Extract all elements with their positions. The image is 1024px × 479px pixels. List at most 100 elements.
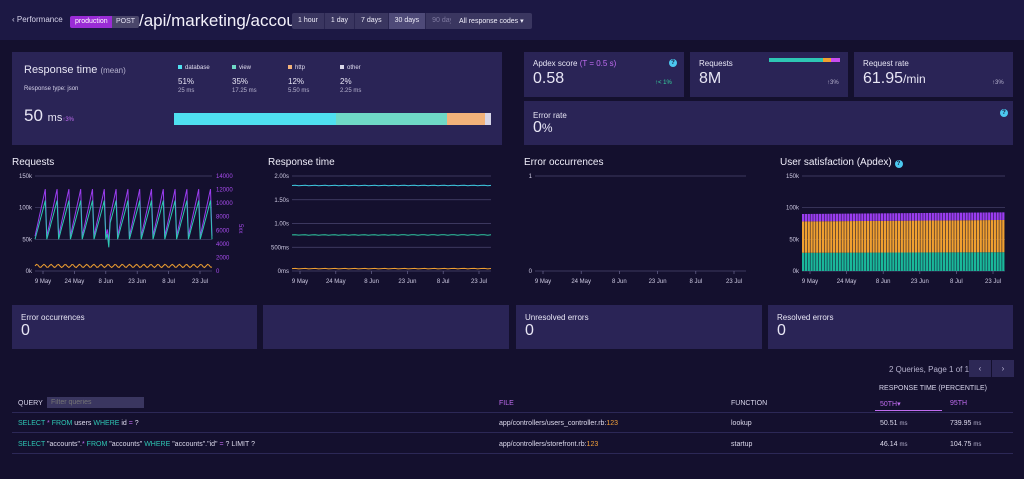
bar-satisfied: [985, 252, 988, 271]
query-file[interactable]: app/controllers/storefront.rb:123: [499, 441, 598, 448]
bar-satisfied: [990, 252, 994, 271]
request-rate-label: Request rate: [863, 59, 909, 68]
back-link[interactable]: ‹ Performance: [12, 15, 63, 24]
bar-satisfied: [804, 252, 808, 271]
bar-frustrated: [818, 213, 822, 222]
bar-frustrated: [985, 212, 988, 221]
help-icon[interactable]: ?: [894, 160, 903, 168]
bar-tolerating: [838, 221, 841, 253]
bar-frustrated: [993, 212, 996, 221]
bar-satisfied: [959, 252, 963, 271]
bar-frustrated: [940, 212, 943, 221]
bar-tolerating: [833, 221, 836, 253]
help-icon[interactable]: ?: [669, 59, 677, 67]
time-range-selector: 1 hour 1 day 7 days 30 days 90 days: [292, 13, 464, 29]
bar-tolerating: [861, 220, 864, 253]
apdex-label-text: Apdex score: [533, 59, 578, 68]
query-sql[interactable]: SELECT * FROM users WHERE id = ?: [18, 420, 139, 427]
bar-tolerating: [940, 220, 943, 253]
prev-page-button[interactable]: ‹: [969, 360, 991, 377]
query-file[interactable]: app/controllers/users_controller.rb:123: [499, 420, 618, 427]
requests-label: Requests: [699, 59, 733, 68]
x-tick-label: 23 Jul: [471, 279, 487, 285]
legend-label: other: [340, 65, 361, 71]
bar-frustrated: [833, 213, 836, 222]
legend-swatch: [288, 65, 292, 69]
y-tick-label: 0k: [26, 269, 33, 275]
bar-tolerating: [951, 220, 954, 253]
bar-frustrated: [824, 213, 827, 222]
filter-queries-input[interactable]: [47, 397, 144, 408]
legend-label-text: other: [347, 65, 361, 71]
bar-frustrated: [951, 212, 954, 221]
bar-frustrated: [954, 212, 957, 221]
x-tick-label: 9 May: [35, 279, 51, 285]
query-sql[interactable]: SELECT "accounts".* FROM "accounts" WHER…: [18, 441, 255, 448]
bar-satisfied: [827, 252, 830, 271]
bar-satisfied: [957, 252, 960, 271]
legend-label: http: [288, 65, 309, 71]
p50-unit: ms: [899, 421, 908, 427]
x-tick-label: 9 May: [802, 279, 818, 285]
bar-frustrated: [830, 213, 833, 222]
bar-satisfied: [914, 252, 918, 271]
range-1-hour[interactable]: 1 hour: [292, 13, 325, 29]
requests-trend: ↑3%: [827, 80, 839, 86]
query-p50: 50.51 ms: [880, 420, 907, 427]
bar-frustrated: [945, 212, 949, 221]
bar-satisfied: [909, 252, 912, 271]
bar-tolerating: [835, 221, 839, 253]
bar-satisfied: [1002, 252, 1005, 271]
bar-frustrated: [855, 213, 858, 222]
response-time-label: Response time: [24, 64, 98, 76]
bar-satisfied: [892, 252, 895, 271]
bar-tolerating: [900, 220, 903, 253]
y-tick-label: 0: [529, 269, 533, 275]
series-line: [291, 184, 492, 187]
bar-satisfied: [880, 252, 884, 271]
requests-trend-value: 3%: [830, 80, 839, 86]
y-tick-label: 1: [529, 174, 533, 180]
y-tick-label: 100k: [786, 206, 800, 212]
bar-frustrated: [959, 212, 963, 221]
bar-tolerating: [821, 221, 824, 253]
bar-tolerating: [903, 220, 906, 253]
bar-tolerating: [883, 220, 887, 253]
bar-satisfied: [965, 252, 968, 271]
file-header[interactable]: FILE: [499, 400, 514, 407]
next-page-button[interactable]: ›: [992, 360, 1014, 377]
y2-tick-label: 8000: [216, 215, 230, 221]
y-tick-label: 100k: [19, 206, 33, 212]
request-rate-trend: ↑3%: [992, 80, 1004, 86]
range-1-day[interactable]: 1 day: [325, 13, 355, 29]
range-7-days[interactable]: 7 days: [355, 13, 389, 29]
bar-tolerating: [864, 220, 867, 253]
bar-frustrated: [914, 213, 918, 221]
series-line: [34, 263, 213, 269]
x-tick-label: 23 Jun: [128, 279, 146, 285]
apdex-chart-title-text: User satisfaction (Apdex): [780, 157, 892, 168]
resolved-errors-value: 0: [777, 322, 786, 339]
bar-satisfied: [833, 252, 836, 271]
help-icon[interactable]: ?: [1000, 109, 1008, 117]
bar-tolerating: [993, 220, 996, 253]
range-30-days[interactable]: 30 days: [388, 13, 427, 29]
y-tick-label: 1.00s: [274, 222, 289, 228]
bar-satisfied: [926, 252, 929, 271]
legend-percent: 35%: [232, 77, 249, 86]
bar-frustrated: [973, 212, 977, 221]
bar-tolerating: [976, 220, 980, 253]
y-tick-label: 2.00s: [274, 174, 289, 180]
bar-frustrated: [965, 212, 968, 221]
bar-frustrated: [979, 212, 982, 221]
function-header[interactable]: FUNCTION: [731, 400, 768, 407]
breakdown-stacked-bar: [174, 113, 491, 125]
p50-header[interactable]: 50TH▾: [880, 400, 901, 408]
query-function: lookup: [731, 420, 752, 427]
bar-satisfied: [948, 252, 951, 271]
bar-frustrated: [895, 213, 898, 221]
bar-frustrated: [864, 213, 867, 221]
response-codes-dropdown[interactable]: All response codes ▾: [451, 13, 532, 29]
p95-header[interactable]: 95TH: [950, 400, 968, 407]
